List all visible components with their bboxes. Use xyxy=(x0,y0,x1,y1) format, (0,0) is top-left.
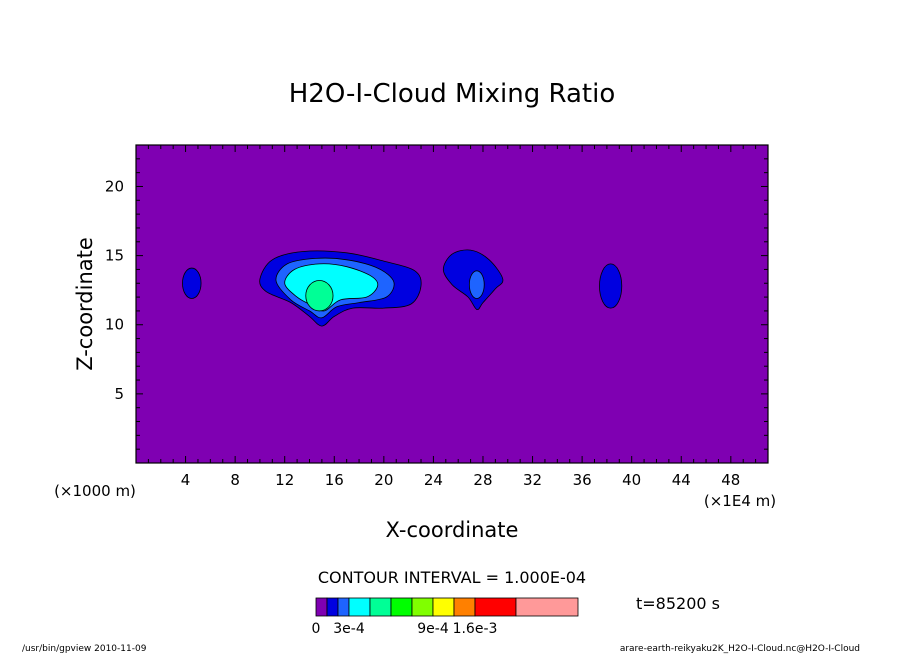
colorbar-box xyxy=(326,597,339,617)
colorbar-box xyxy=(411,597,434,617)
y-tick-label: 10 xyxy=(105,316,124,334)
x-tick-label: 48 xyxy=(721,471,740,489)
x-tick-label: 44 xyxy=(672,471,691,489)
plot-frame xyxy=(135,144,769,464)
plot-background xyxy=(136,145,768,463)
blob-x4 xyxy=(182,267,202,299)
blob-x27-inner xyxy=(468,270,485,299)
x-axis-label: X-coordinate xyxy=(386,518,519,542)
colorbar-box xyxy=(453,597,476,617)
footer-right: arare-earth-reikyaku2K_H2O-I-Cloud.nc@H2… xyxy=(620,644,860,654)
colorbar-label: 1.6e-3 xyxy=(453,621,498,637)
colorbar-box xyxy=(515,597,579,617)
colorbar-box xyxy=(337,597,350,617)
footer-left: /usr/bin/gpview 2010-11-09 xyxy=(22,644,147,654)
y-tick-label: 5 xyxy=(114,385,124,403)
contour-interval-text: CONTOUR INTERVAL = 1.000E-04 xyxy=(318,568,586,587)
colorbar-box xyxy=(315,597,328,617)
colorbar-box xyxy=(390,597,413,617)
x-tick-label: 40 xyxy=(622,471,641,489)
x-tick-label: 36 xyxy=(573,471,592,489)
blob-main-l4 xyxy=(305,280,334,312)
colorbar-label: 3e-4 xyxy=(333,621,365,637)
chart-title: H2O-I-Cloud Mixing Ratio xyxy=(289,79,616,109)
x-tick-label: 24 xyxy=(424,471,443,489)
x-tick-label: 20 xyxy=(374,471,393,489)
colorbar-box xyxy=(474,597,517,617)
colorbar-label: 0 xyxy=(312,621,321,637)
y-axis-label: Z-coordinate xyxy=(73,237,97,371)
x-tick-label: 16 xyxy=(325,471,344,489)
time-label: t=85200 s xyxy=(636,594,720,613)
x-tick-label: 12 xyxy=(275,471,294,489)
x-tick-label: 8 xyxy=(230,471,240,489)
blob-x38 xyxy=(599,263,623,309)
x-unit-label: (×1E4 m) xyxy=(704,492,776,510)
y-unit-label: (×1000 m) xyxy=(54,482,136,500)
y-tick-label: 20 xyxy=(105,177,124,195)
colorbar-box xyxy=(432,597,455,617)
plot-area xyxy=(136,145,768,463)
colorbar-box xyxy=(369,597,392,617)
colorbar-label: 9e-4 xyxy=(417,621,449,637)
y-tick-label: 15 xyxy=(105,247,124,265)
colorbar-box xyxy=(348,597,371,617)
x-tick-label: 28 xyxy=(473,471,492,489)
colorbar: 0 3e-4 9e-4 1.6e-3 xyxy=(312,597,579,637)
x-tick-label: 4 xyxy=(181,471,191,489)
contour-fills xyxy=(182,249,623,327)
x-tick-label: 32 xyxy=(523,471,542,489)
